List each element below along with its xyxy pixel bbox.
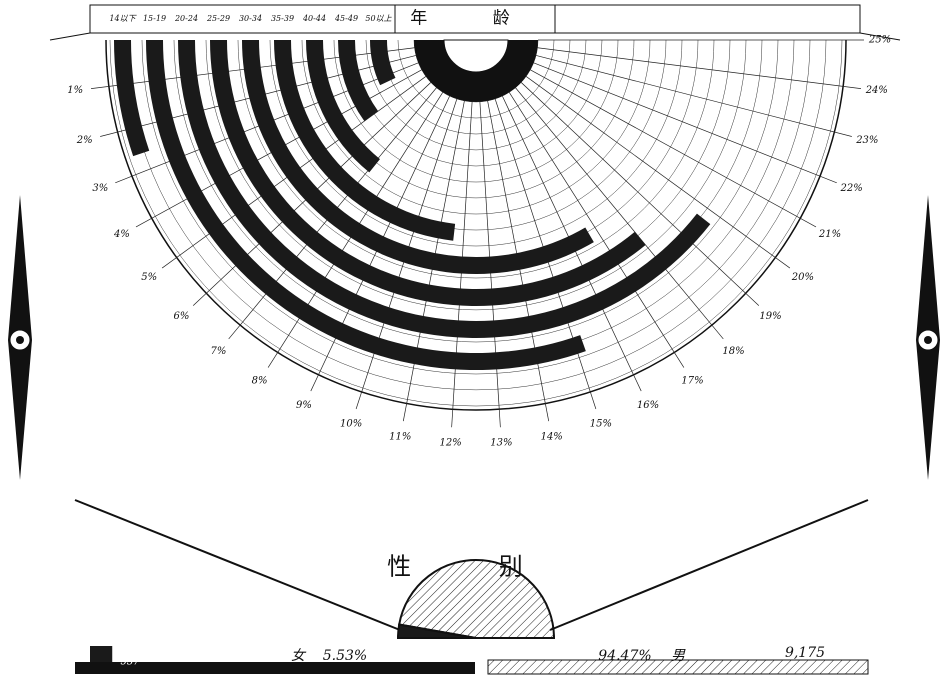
age-bar bbox=[114, 40, 150, 157]
grid-line bbox=[515, 87, 724, 340]
tick-label: 11% bbox=[389, 431, 411, 442]
age-bar bbox=[306, 40, 380, 173]
tick-label: 7% bbox=[211, 346, 227, 357]
age-label: 50以上 bbox=[365, 14, 392, 23]
age-label: 14以下 bbox=[109, 14, 137, 23]
percent-label: 94.47% bbox=[598, 648, 651, 664]
tick-label: 16% bbox=[637, 400, 659, 411]
frame-line bbox=[74, 499, 401, 631]
ring-line bbox=[301, 39, 651, 215]
frame-line bbox=[549, 499, 869, 631]
ring-line bbox=[365, 39, 587, 151]
tick-label: 1% bbox=[67, 85, 83, 96]
grid-line bbox=[537, 47, 861, 89]
tick-label: 4% bbox=[113, 229, 130, 240]
age-label: 35-39 bbox=[271, 14, 294, 23]
age-bar bbox=[210, 40, 646, 306]
tick-label: 17% bbox=[681, 376, 703, 387]
ring-line bbox=[205, 39, 747, 311]
grid-line bbox=[508, 92, 685, 368]
grid-line bbox=[530, 69, 817, 228]
ornament-left bbox=[8, 195, 32, 480]
grid-line bbox=[535, 55, 852, 137]
ring-line bbox=[333, 39, 619, 183]
tick-label: 10% bbox=[340, 419, 362, 430]
tick-label: 12% bbox=[440, 438, 462, 449]
ring-line bbox=[381, 39, 571, 135]
tick-label: 22% bbox=[840, 183, 863, 194]
tick-label: 3% bbox=[92, 183, 108, 194]
header-edge bbox=[49, 32, 91, 41]
tick-label: 18% bbox=[722, 346, 744, 357]
count-label: 9,175 bbox=[785, 645, 825, 661]
tick-label: 2% bbox=[76, 135, 93, 146]
outer-arc bbox=[105, 39, 847, 411]
sex-wedge bbox=[398, 559, 556, 639]
ring-line bbox=[397, 39, 555, 119]
tick-label: 9% bbox=[296, 400, 312, 411]
age-label: 20-24 bbox=[174, 14, 198, 23]
age-bar bbox=[242, 40, 594, 275]
age-label: 40-44 bbox=[302, 14, 326, 23]
sex-label: 女 bbox=[291, 648, 307, 664]
tick-label: 23% bbox=[855, 135, 878, 146]
tick-label: 20% bbox=[791, 272, 814, 283]
tick-label: 6% bbox=[174, 311, 190, 322]
grid-line bbox=[533, 62, 837, 184]
header-title-box bbox=[394, 4, 556, 34]
ring-line bbox=[109, 39, 843, 407]
emblem-sun bbox=[443, 39, 509, 73]
grid-line bbox=[525, 76, 791, 269]
percent-label: 5.53% bbox=[323, 648, 367, 664]
grid-line bbox=[520, 82, 760, 306]
age-label: 25-29 bbox=[206, 14, 230, 23]
age-bar bbox=[274, 40, 456, 241]
age-label: 15-19 bbox=[143, 14, 166, 23]
ring-line bbox=[141, 39, 811, 375]
age-label: 45-49 bbox=[334, 14, 358, 23]
ring-line bbox=[125, 39, 827, 391]
tick-label: 15% bbox=[590, 419, 612, 430]
age-title: 年 龄 bbox=[410, 9, 539, 29]
tick-label: 21% bbox=[818, 229, 841, 240]
tick-label: 8% bbox=[252, 376, 268, 387]
tick-label: 25% bbox=[868, 35, 891, 46]
ornament-right bbox=[916, 195, 940, 480]
count-bar bbox=[487, 659, 869, 675]
tick-label: 13% bbox=[490, 438, 512, 449]
ring-line bbox=[237, 39, 715, 279]
ring-line bbox=[173, 39, 779, 343]
age-bar bbox=[370, 40, 396, 86]
baseline-bar bbox=[75, 662, 475, 674]
sex-label: 男 bbox=[671, 648, 686, 664]
tick-label: 14% bbox=[541, 431, 563, 442]
tick-label: 24% bbox=[865, 85, 888, 96]
age-bar bbox=[338, 40, 379, 122]
header-edge bbox=[859, 32, 901, 41]
tick-label: 19% bbox=[759, 311, 781, 322]
age-label: 30-34 bbox=[239, 14, 262, 23]
tick-label: 5% bbox=[141, 272, 157, 283]
count-label: 537 bbox=[120, 657, 140, 668]
ring-line bbox=[269, 39, 683, 247]
